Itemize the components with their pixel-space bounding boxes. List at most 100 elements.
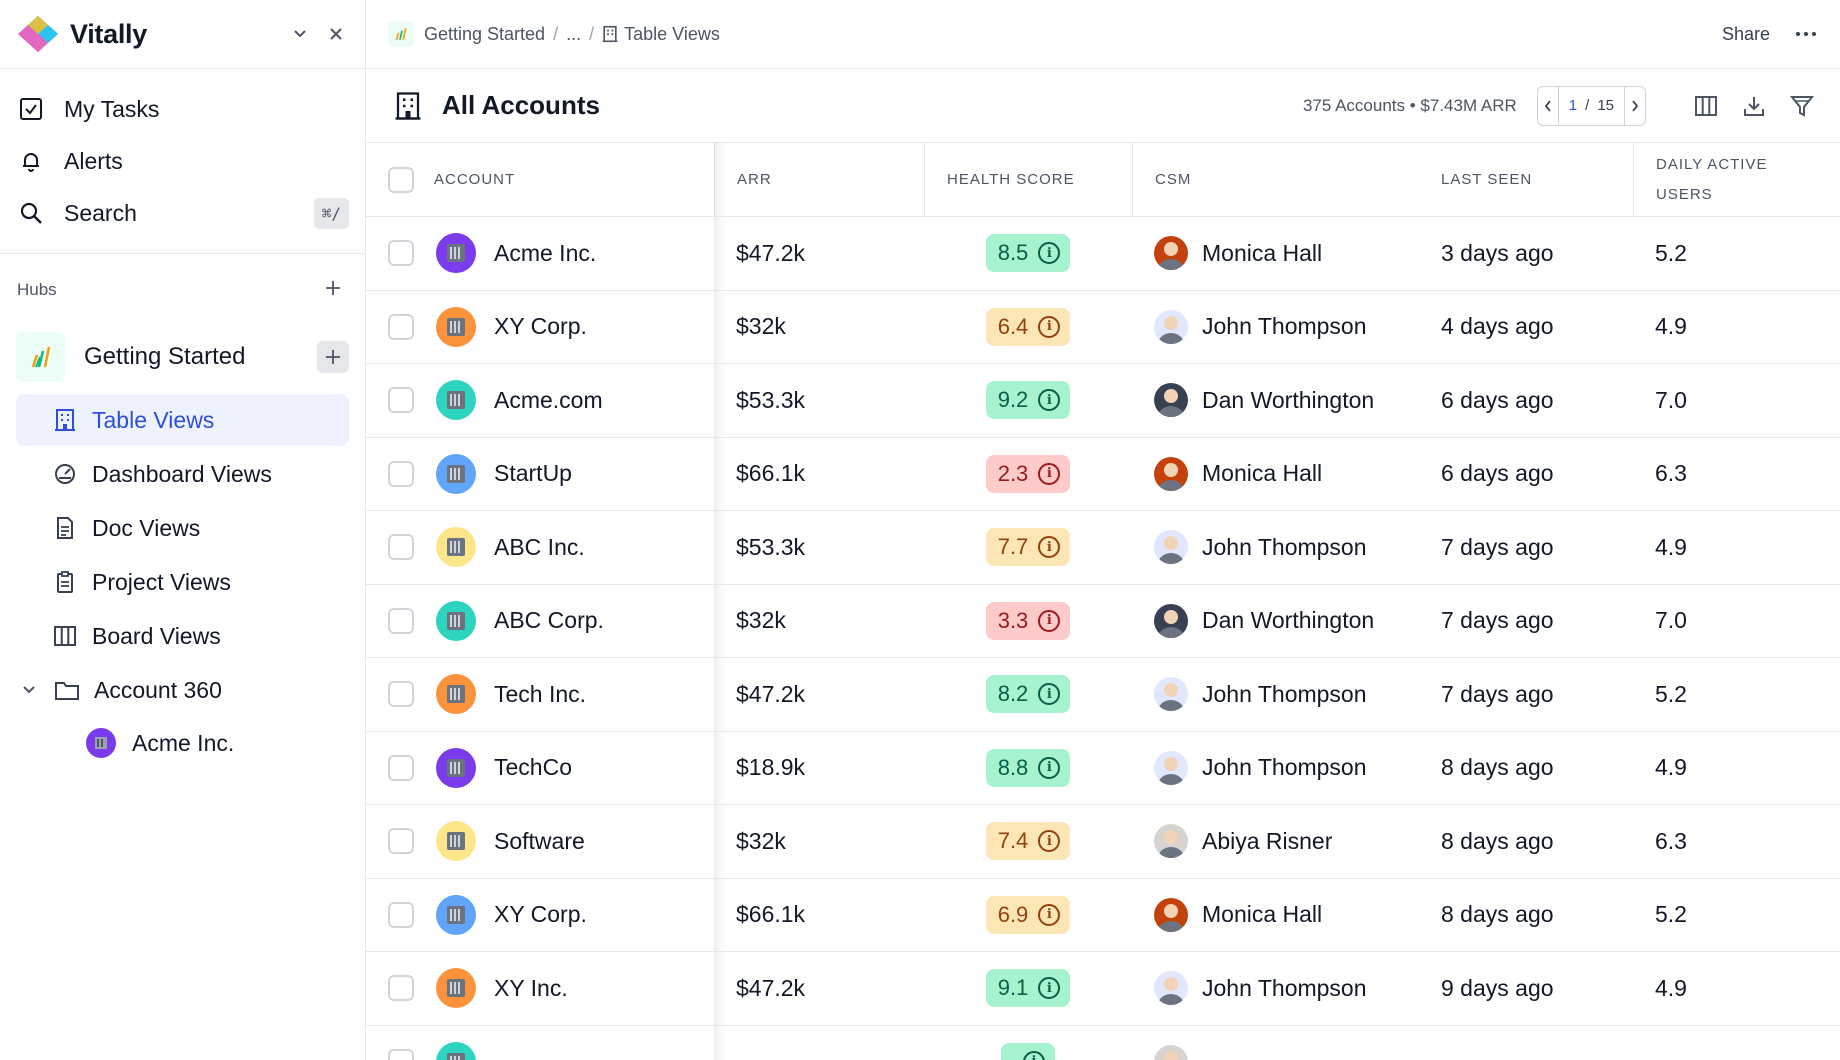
account-name[interactable]: Tech Inc. — [494, 680, 587, 707]
column-header-arr[interactable]: ARR — [714, 143, 924, 216]
account-name[interactable]: Acme Inc. — [494, 239, 597, 266]
share-button[interactable]: Share — [1721, 23, 1770, 44]
health-score-badge[interactable]: 8.5 i — [985, 234, 1071, 273]
info-icon[interactable]: i — [1038, 683, 1061, 706]
account-name[interactable]: ABC Inc. — [494, 533, 585, 560]
row-checkbox[interactable] — [388, 1048, 414, 1060]
hub-getting-started[interactable]: Getting Started — [0, 326, 365, 388]
table-row[interactable]: Software $32k 7.4 i Abiya Risner 8 days … — [366, 805, 1840, 879]
csm-name[interactable]: John Thompson — [1202, 754, 1367, 781]
folder-account-360[interactable]: Account 360 — [0, 664, 365, 716]
info-icon[interactable]: i — [1038, 315, 1061, 338]
csm-name[interactable]: Dan Worthington — [1202, 386, 1375, 413]
row-checkbox[interactable] — [388, 534, 414, 561]
info-icon[interactable]: i — [1023, 1050, 1045, 1060]
row-checkbox[interactable] — [388, 901, 414, 928]
table-row[interactable]: Tech Inc. $47.2k 8.2 i John Thompson 7 d… — [366, 658, 1840, 732]
account-name[interactable]: TechCo — [494, 754, 572, 781]
row-checkbox[interactable] — [388, 828, 414, 855]
csm-name[interactable]: John Thompson — [1202, 680, 1367, 707]
download-icon[interactable] — [1740, 92, 1768, 120]
nav-search[interactable]: Search ⌘/ — [0, 187, 365, 239]
health-score-badge[interactable]: 9.2 i — [985, 381, 1071, 420]
column-header-health-score[interactable]: HEALTH SCORE — [924, 143, 1132, 216]
csm-name[interactable]: John Thompson — [1202, 313, 1367, 340]
info-icon[interactable]: i — [1038, 903, 1061, 926]
account-name[interactable]: Acme.com — [494, 386, 603, 413]
health-score-badge[interactable]: 2.3 i — [985, 454, 1071, 493]
row-checkbox[interactable] — [388, 754, 414, 781]
table-row[interactable]: ABC Inc. $53.3k 7.7 i John Thompson 7 da… — [366, 511, 1840, 585]
nav-my-tasks[interactable]: My Tasks — [0, 83, 365, 135]
health-score-badge[interactable]: 8.2 i — [985, 675, 1071, 714]
info-icon[interactable]: i — [1038, 462, 1061, 485]
add-view-button[interactable] — [317, 341, 349, 373]
more-options-icon[interactable] — [1796, 32, 1816, 36]
table-row[interactable]: XY Corp. $32k 6.4 i John Thompson 4 days… — [366, 290, 1840, 364]
table-row[interactable]: XY Corp. $66.1k 6.9 i Monica Hall 8 days… — [366, 878, 1840, 952]
breadcrumb-root[interactable]: Getting Started — [424, 23, 546, 44]
columns-icon[interactable] — [1692, 92, 1720, 120]
table-row[interactable]: XY Inc. $47.2k 9.1 i John Thompson 9 day… — [366, 952, 1840, 1026]
sidebar-item-table-views[interactable]: Table Views — [16, 394, 349, 446]
breadcrumb-ellipsis[interactable]: ... — [566, 23, 582, 44]
sidebar-item-project-views[interactable]: Project Views — [16, 556, 349, 608]
account-name[interactable]: XY Inc. — [494, 974, 568, 1001]
table-row[interactable]: i — [366, 1025, 1840, 1060]
row-checkbox[interactable] — [388, 975, 414, 1002]
add-hub-icon[interactable] — [325, 280, 341, 301]
health-score-badge[interactable]: i — [1001, 1042, 1055, 1060]
info-icon[interactable]: i — [1038, 536, 1061, 559]
table-row[interactable]: TechCo $18.9k 8.8 i John Thompson 8 days… — [366, 731, 1840, 805]
workspace-menu-chevron-icon[interactable] — [289, 23, 311, 45]
info-icon[interactable]: i — [1038, 242, 1061, 265]
close-sidebar-icon[interactable] — [325, 23, 347, 45]
health-score-badge[interactable]: 9.1 i — [985, 969, 1071, 1008]
column-header-daily-active-users[interactable]: DAILY ACTIVE USERS — [1633, 143, 1840, 216]
row-checkbox[interactable] — [388, 387, 414, 414]
health-score-badge[interactable]: 6.9 i — [985, 895, 1071, 934]
csm-name[interactable]: Abiya Risner — [1202, 827, 1333, 854]
health-score-badge[interactable]: 7.7 i — [985, 528, 1071, 567]
info-icon[interactable]: i — [1038, 756, 1061, 779]
sidebar-item-board-views[interactable]: Board Views — [16, 610, 349, 662]
next-page-icon[interactable] — [1625, 87, 1645, 125]
select-all-checkbox[interactable] — [388, 166, 414, 193]
account-name[interactable]: Software — [494, 827, 585, 854]
account-name[interactable]: XY Corp. — [494, 313, 587, 340]
sidebar-item-dashboard-views[interactable]: Dashboard Views — [16, 448, 349, 500]
row-checkbox[interactable] — [388, 313, 414, 340]
health-score-badge[interactable]: 8.8 i — [985, 748, 1071, 787]
csm-name[interactable]: Monica Hall — [1202, 239, 1323, 266]
nav-alerts[interactable]: Alerts — [0, 135, 365, 187]
prev-page-icon[interactable] — [1538, 87, 1558, 125]
info-icon[interactable]: i — [1038, 977, 1061, 1000]
column-header-csm[interactable]: CSM — [1132, 143, 1429, 216]
row-checkbox[interactable] — [388, 607, 414, 634]
csm-name[interactable]: John Thompson — [1202, 533, 1367, 560]
info-icon[interactable]: i — [1038, 830, 1061, 853]
health-score-badge[interactable]: 3.3 i — [985, 601, 1071, 640]
account-name[interactable]: XY Corp. — [494, 901, 587, 928]
sidebar-item-doc-views[interactable]: Doc Views — [16, 502, 349, 554]
info-icon[interactable]: i — [1038, 609, 1061, 632]
table-row[interactable]: Acme Inc. $47.2k 8.5 i Monica Hall 3 day… — [366, 217, 1840, 291]
account-name[interactable]: StartUp — [494, 460, 572, 487]
table-row[interactable]: Acme.com $53.3k 9.2 i Dan Worthington 6 … — [366, 364, 1840, 438]
sidebar-item-acme-inc[interactable]: Acme Inc. — [0, 716, 365, 770]
health-score-badge[interactable]: 6.4 i — [985, 307, 1071, 346]
csm-name[interactable]: John Thompson — [1202, 974, 1367, 1001]
health-score-badge[interactable]: 7.4 i — [985, 822, 1071, 861]
column-header-account[interactable]: ACCOUNT — [366, 143, 726, 216]
csm-name[interactable]: Dan Worthington — [1202, 607, 1375, 634]
csm-name[interactable]: Monica Hall — [1202, 901, 1323, 928]
column-header-last-seen[interactable]: LAST SEEN — [1429, 143, 1633, 216]
table-row[interactable]: ABC Corp. $32k 3.3 i Dan Worthington 7 d… — [366, 584, 1840, 658]
info-icon[interactable]: i — [1038, 389, 1061, 412]
row-checkbox[interactable] — [388, 681, 414, 708]
row-checkbox[interactable] — [388, 240, 414, 267]
table-row[interactable]: StartUp $66.1k 2.3 i Monica Hall 6 days … — [366, 437, 1840, 511]
row-checkbox[interactable] — [388, 460, 414, 487]
filter-icon[interactable] — [1788, 92, 1816, 120]
current-page[interactable]: 1 — [1568, 97, 1578, 114]
